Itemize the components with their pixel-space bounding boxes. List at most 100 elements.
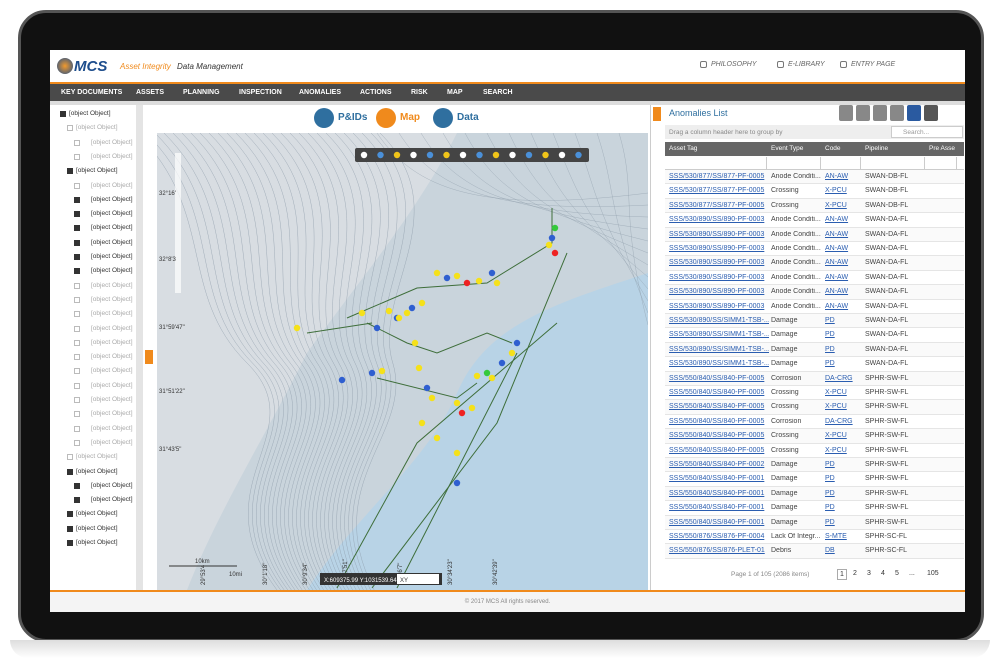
table-cell[interactable]: SSS/530/890/SS/SIMM1-TSB-... [669,317,769,324]
table-cell[interactable]: PD [825,360,835,368]
tree-item[interactable]: [object Object] [76,124,118,132]
tree-item[interactable]: [object Object] [91,295,133,303]
toolbar-button[interactable] [890,105,904,121]
panel-toggle[interactable] [145,350,153,364]
table-cell[interactable]: AN-AW [825,288,849,296]
checkbox[interactable] [74,196,80,203]
tab-label[interactable]: P&IDs [338,112,368,123]
map-tool[interactable] [509,151,516,159]
tab-label[interactable]: Data [457,112,479,123]
tree-item[interactable]: [object Object] [91,253,133,260]
nav-item[interactable]: ANOMALIES [299,89,341,96]
table-cell[interactable]: SSS/550/840/SS/840-PF-0005 [669,417,765,425]
header-link[interactable]: ENTRY PAGE [851,61,896,68]
tree-item[interactable]: [object Object] [91,210,133,218]
page-button[interactable]: 4 [881,570,885,577]
page-button[interactable]: 2 [853,570,857,577]
table-cell[interactable]: SSS/550/840/SS/840-PF-0001 [669,475,765,483]
toolbar-button[interactable] [839,105,853,121]
page-button[interactable]: 105 [927,570,939,577]
table-cell[interactable]: X-PCU [825,187,847,195]
page-button[interactable]: 1 [837,569,847,580]
map-tool[interactable] [377,151,384,159]
table-cell[interactable]: SSS/550/840/SS/840-PF-0005 [669,446,765,454]
link-icon[interactable] [840,61,847,68]
map-tool[interactable] [410,151,417,159]
tree-item[interactable]: [object Object] [91,353,133,361]
checkbox[interactable] [74,354,80,361]
toolbar-button[interactable] [924,105,938,121]
column-header[interactable]: Pre Asse [929,145,956,152]
table-cell[interactable]: DB [825,547,835,555]
checkbox[interactable] [74,397,80,403]
table-cell[interactable]: SSS/530/890/SS/890-PF-0003 [669,288,765,296]
checkbox[interactable] [74,182,80,189]
checkbox[interactable] [60,111,66,117]
table-cell[interactable]: PD [825,331,835,339]
checkbox[interactable] [67,454,73,461]
column-header[interactable]: Event Type [771,145,804,152]
table-cell[interactable]: SSS/530/890/SS/890-PF-0003 [669,273,765,281]
table-cell[interactable]: SSS/530/877/SS/877-PF-0005 [669,201,765,209]
page-button[interactable]: ... [909,570,915,577]
filter-input[interactable] [863,157,925,169]
tree-item[interactable]: [object Object] [91,410,133,418]
header-link[interactable]: E-LIBRARY [788,61,825,68]
table-cell[interactable]: SSS/550/840/SS/840-PF-0005 [669,403,765,411]
checkbox[interactable] [74,482,80,489]
tree-item[interactable]: [object Object] [91,481,133,489]
checkbox[interactable] [74,339,80,346]
table-cell[interactable]: SSS/530/890/SS/SIMM1-TSB-... [669,331,769,339]
toolbar-button[interactable] [873,105,887,121]
table-cell[interactable]: S-MTE [825,533,847,540]
table-cell[interactable]: AN-AW [825,259,849,267]
tree-item[interactable]: [object Object] [91,224,133,232]
checkbox[interactable] [74,311,80,318]
tree-item[interactable]: [object Object] [91,181,133,189]
table-cell[interactable]: PD [825,317,835,324]
checkbox[interactable] [67,511,73,518]
table-cell[interactable]: SSS/530/877/SS/877-PF-0005 [669,187,765,195]
checkbox[interactable] [67,168,73,175]
map-tool[interactable] [575,151,582,159]
column-header[interactable]: Pipeline [865,145,889,152]
table-cell[interactable]: X-PCU [825,446,847,454]
tree-item[interactable]: [object Object] [76,167,118,175]
map-tool[interactable] [360,151,368,159]
tree-item[interactable]: [object Object] [76,467,118,475]
link-icon[interactable] [700,61,707,68]
nav-item[interactable]: KEY DOCUMENTS [61,89,123,96]
table-cell[interactable]: PD [825,461,835,468]
table-cell[interactable]: X-PCU [825,389,847,396]
table-cell[interactable]: SSS/530/890/SS/SIMM1-TSB-... [669,345,769,353]
tab-label[interactable]: Map [400,112,420,123]
checkbox[interactable] [74,268,80,275]
nav-item[interactable]: PLANNING [183,89,220,96]
table-cell[interactable]: SSS/550/840/SS/840-PF-0005 [669,374,765,382]
checkbox[interactable] [74,254,80,260]
filter-input[interactable] [927,157,957,169]
table-cell[interactable]: AN-AW [825,273,849,281]
tree-item[interactable]: [object Object] [91,138,133,146]
tree-item[interactable]: [object Object] [91,381,133,389]
checkbox[interactable] [74,497,80,504]
map-tool[interactable] [443,151,450,159]
map-tool[interactable] [558,151,566,159]
table-cell[interactable]: SSS/550/840/SS/840-PF-0002 [669,461,765,468]
checkbox[interactable] [74,296,80,303]
checkbox[interactable] [74,239,80,246]
map-tool[interactable] [542,151,549,159]
checkbox[interactable] [74,382,80,389]
checkbox[interactable] [74,282,80,289]
filter-input[interactable] [823,157,861,169]
toolbar-button[interactable] [907,105,921,121]
table-cell[interactable]: SSS/550/840/SS/840-PF-0005 [669,389,765,396]
table-cell[interactable]: SSS/530/890/SS/890-PF-0003 [669,302,765,310]
checkbox[interactable] [74,153,80,160]
checkbox[interactable] [74,425,80,432]
tree-item[interactable]: [object Object] [91,438,133,446]
table-cell[interactable]: SSS/530/890/SS/890-PF-0003 [669,259,765,267]
nav-item[interactable]: INSPECTION [239,89,282,96]
checkbox[interactable] [67,125,73,132]
checkbox[interactable] [67,468,73,475]
